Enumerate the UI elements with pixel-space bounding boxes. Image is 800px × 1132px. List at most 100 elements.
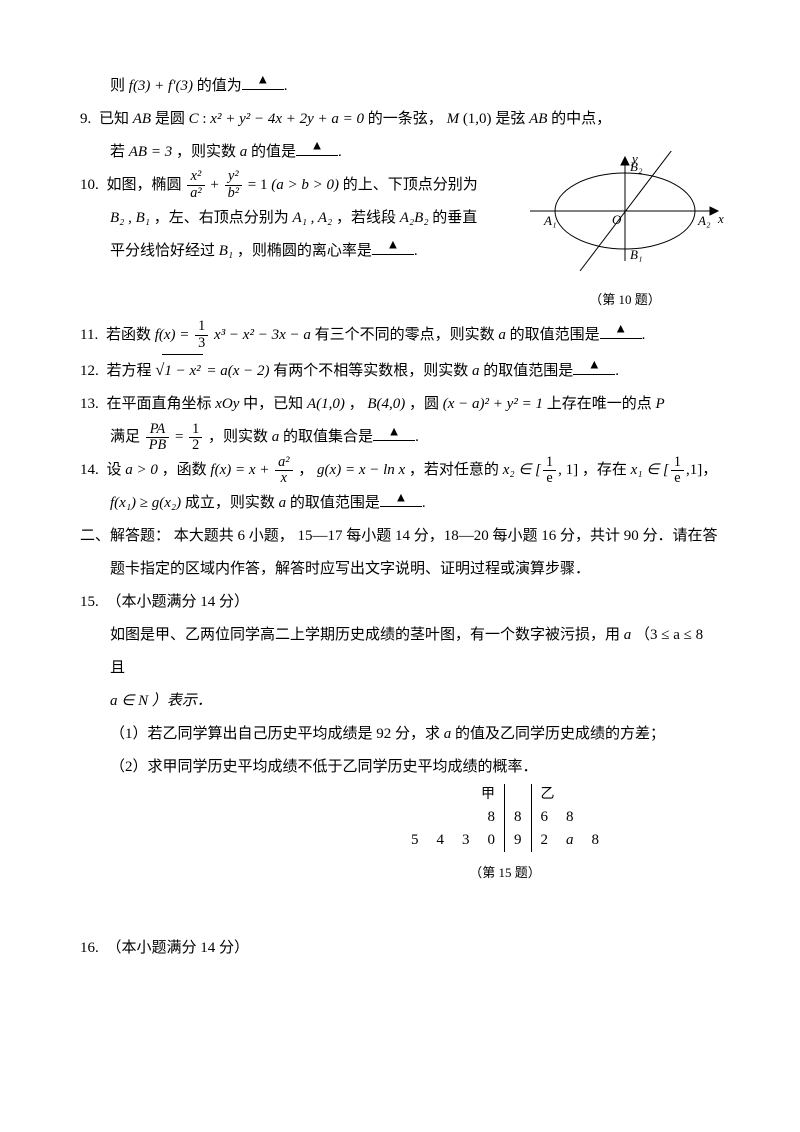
q9-t2: 是圆 bbox=[155, 111, 185, 127]
q11-end: . bbox=[642, 327, 646, 343]
q15-p1: （1）若乙同学算出自己历史平均成绩是 92 分，求 a 的值及乙同学历史成绩的方… bbox=[80, 718, 720, 751]
q11-f: f(x) = bbox=[155, 327, 193, 343]
q14-x2: x₂ ∈ [ bbox=[503, 462, 541, 478]
y-arrow bbox=[621, 157, 629, 165]
q16-head-text: （本小题满分 14 分） bbox=[107, 940, 250, 956]
q14-br: , 1] bbox=[558, 462, 578, 478]
q14-blank bbox=[380, 493, 422, 508]
q12-eq: = a(x − 2) bbox=[206, 363, 269, 379]
q10-t2: 的上、下顶点分别为 bbox=[343, 177, 478, 193]
q15-p2: （2）求甲同学历史平均成绩不低于乙同学历史平均成绩的概率． bbox=[80, 751, 720, 784]
q14-t2: ，函数 bbox=[162, 462, 207, 478]
q8-post: 的值为 bbox=[197, 78, 242, 94]
q14-br2: ,1]， bbox=[686, 462, 717, 478]
q11-frac: 13 bbox=[195, 319, 208, 351]
q13-a: A(1,0) bbox=[307, 396, 345, 412]
sl-r0-l0: 8 bbox=[479, 806, 505, 829]
q16-num: 16. bbox=[80, 940, 103, 956]
q15-avar: a bbox=[624, 627, 632, 643]
sl-r1-r0: 2 bbox=[531, 829, 557, 852]
q13-l2b: ，则实数 bbox=[208, 429, 268, 445]
q9-end: . bbox=[338, 144, 342, 160]
q9-m: M bbox=[447, 111, 460, 127]
q8-blank bbox=[242, 76, 284, 91]
q9-num: 9. bbox=[80, 111, 95, 127]
q12-t2: 有两个不相等实数根，则实数 bbox=[273, 363, 468, 379]
q15-l1a: 如图是甲、乙两位同学高二上学期历史成绩的茎叶图，有一个数字被污损，用 bbox=[110, 627, 620, 643]
q9-t1: 已知 bbox=[99, 111, 129, 127]
q14-frac: a²x bbox=[275, 455, 292, 487]
sl-r1-r1: a bbox=[557, 829, 583, 852]
q10-l2c: A₁ , A₂ bbox=[293, 210, 333, 226]
q12-sqrt: √1 − x² bbox=[155, 352, 202, 388]
q9-t3: 的一条弦， bbox=[368, 111, 443, 127]
q13-avar: a bbox=[272, 429, 280, 445]
q11-t2: 有三个不同的零点，则实数 bbox=[315, 327, 495, 343]
q15-p2-text: （2）求甲同学历史平均成绩不低于乙同学历史平均成绩的概率． bbox=[110, 759, 538, 775]
sl-r0-stem: 8 bbox=[505, 806, 532, 829]
q9-t5: 的中点， bbox=[551, 111, 611, 127]
q12-blank bbox=[573, 361, 615, 376]
q9-l2post: 的值是 bbox=[251, 144, 296, 160]
q15-num: 15. bbox=[80, 594, 103, 610]
q10-t1: 如图，椭圆 bbox=[107, 177, 182, 193]
q14-line2: f(x₁) ≥ g(x₂) 成立，则实数 a 的取值范围是. bbox=[80, 487, 720, 520]
q9-ab: AB bbox=[133, 111, 151, 127]
q15-head-text: （本小题满分 14 分） bbox=[107, 594, 250, 610]
q10-end: . bbox=[414, 243, 418, 259]
q10-l3a: 平分线恰好经过 bbox=[110, 243, 215, 259]
q8-line: 则 f(3) + f′(3) 的值为. bbox=[80, 70, 720, 103]
q10-line2: B₂ , B₁ ，左、右顶点分别为 A₁ , A₂ ，若线段 A₂B₂ 的垂直 bbox=[80, 202, 720, 235]
q13-t4: 上存在唯一的点 bbox=[547, 396, 652, 412]
q11-rest: x³ − x² − 3x − a bbox=[214, 327, 311, 343]
q13-frac1: PAPB bbox=[146, 422, 169, 454]
sl-r1-stem: 9 bbox=[505, 829, 532, 852]
stemleaf-table: 甲 乙 8 8 6 8 5 4 3 0 9 2 a 8 （第 15 题） bbox=[290, 784, 720, 882]
q13-t1: 在平面直角坐标 bbox=[107, 396, 212, 412]
q14-l2c: 的取值范围是 bbox=[290, 495, 380, 511]
q11-blank bbox=[600, 325, 642, 340]
q14-t3: ，若对任意的 bbox=[409, 462, 499, 478]
q11-num: 11. bbox=[80, 327, 102, 343]
stemleaf-hdr-right: 乙 bbox=[531, 784, 608, 806]
q9-l2mid: ，则实数 bbox=[176, 144, 236, 160]
q14-a: a > 0 bbox=[125, 462, 158, 478]
q10-num: 10. bbox=[80, 177, 103, 193]
q9-line1: 9. 已知 AB 是圆 C : x² + y² − 4x + 2y + a = … bbox=[80, 103, 720, 136]
q14-l2a: f(x₁) ≥ g(x₂) bbox=[110, 495, 181, 511]
q10-frac-x: x²a² bbox=[187, 169, 204, 201]
q10-fig-caption: （第 10 题） bbox=[520, 286, 730, 315]
q8-pre: 则 bbox=[110, 78, 125, 94]
q13-comma: ， bbox=[349, 396, 364, 412]
q13-circ: (x − a)² + y² = 1 bbox=[443, 396, 543, 412]
stemleaf-hdr-left: 甲 bbox=[402, 784, 505, 806]
q14-num: 14. bbox=[80, 462, 103, 478]
q9-l2pre: 若 bbox=[110, 144, 125, 160]
q10-l2a: B₂ , B₁ bbox=[110, 210, 150, 226]
stemleaf-caption: （第 15 题） bbox=[290, 864, 720, 882]
q13-t3: ，圆 bbox=[409, 396, 439, 412]
q14-f: f(x) = x + bbox=[210, 462, 273, 478]
q9-t4: 是弦 bbox=[495, 111, 525, 127]
q13-xoy: xOy bbox=[215, 396, 239, 412]
q13-l2c: 的取值集合是 bbox=[283, 429, 373, 445]
q11-line: 11. 若函数 f(x) = 13 x³ − x² − 3x − a 有三个不同… bbox=[80, 319, 720, 352]
q10-l2b: ，左、右顶点分别为 bbox=[154, 210, 289, 226]
q14-fraci2: 1e bbox=[671, 455, 684, 487]
q8-end: . bbox=[284, 78, 288, 94]
q10-frac-y: y²b² bbox=[225, 169, 242, 201]
q10-line1: 10. 如图，椭圆 x²a² + y²b² = 1 (a > b > 0) 的上… bbox=[80, 169, 720, 202]
label-y: y bbox=[630, 151, 638, 166]
q14-l2b: 成立，则实数 bbox=[185, 495, 275, 511]
section2-line2: 题卡指定的区域内作答，解答时应写出文字说明、证明过程或演算步骤． bbox=[80, 553, 720, 586]
q10-l3b: B₁ bbox=[219, 243, 233, 259]
q11-t3: 的取值范围是 bbox=[510, 327, 600, 343]
q9-mpt: (1,0) bbox=[463, 111, 492, 127]
q13-end: . bbox=[415, 429, 419, 445]
q9-eq: x² + y² − 4x + 2y + a = 0 bbox=[210, 111, 364, 127]
q9-ab2: AB bbox=[529, 111, 547, 127]
stemleaf-row-1: 5 4 3 0 9 2 a 8 bbox=[402, 829, 608, 852]
q10-blank bbox=[372, 241, 414, 256]
q14-fraci1: 1e bbox=[543, 455, 556, 487]
q10-cond: (a > b > 0) bbox=[271, 177, 339, 193]
